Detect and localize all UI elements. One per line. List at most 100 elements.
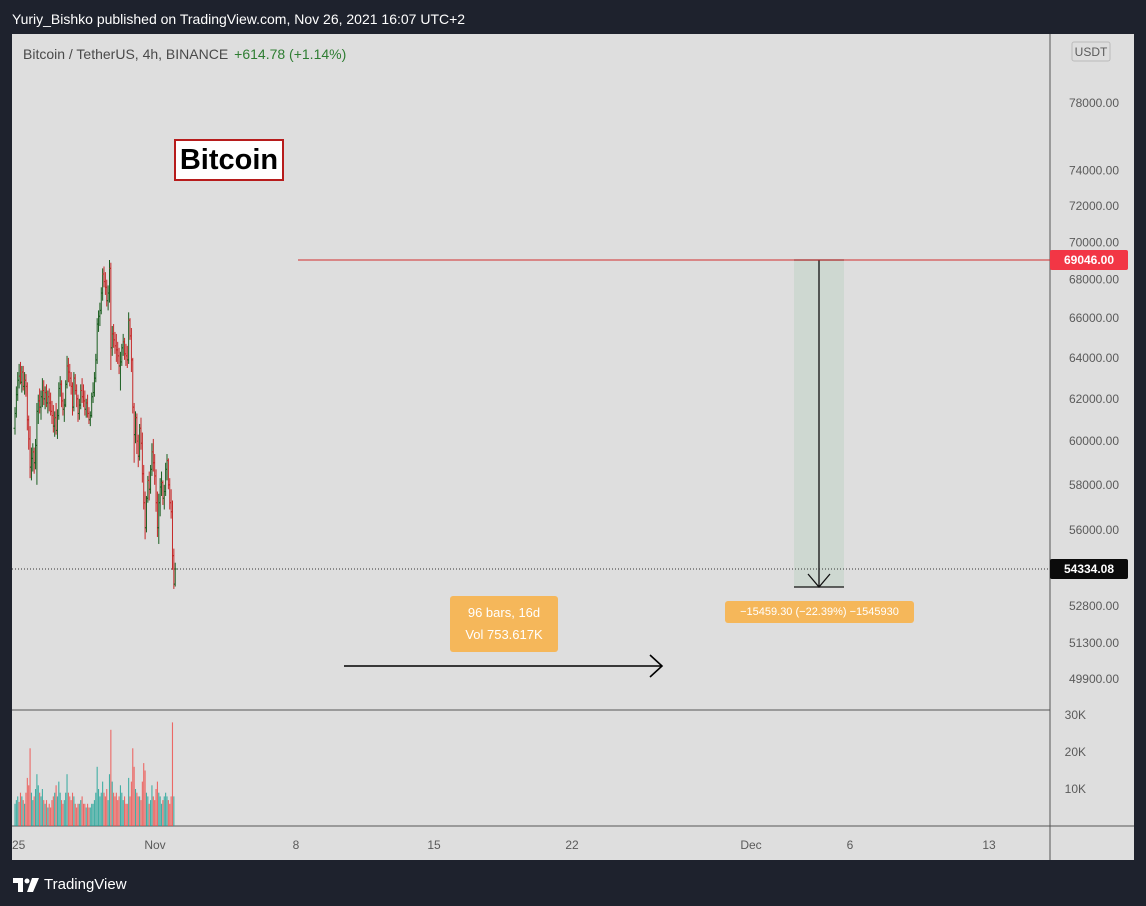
chart-pane[interactable]: 78000.00 74000.00 72000.00 70000.00 68000.00… [12,34,1134,860]
volume-bar [15,800,17,826]
time-tick-label: 13 [982,838,996,852]
volume-bar [115,792,117,826]
volume-bar [88,807,90,826]
volume-bar [80,800,82,826]
volume-bar [117,800,119,826]
price-change: +614.78 (+1.14%) [234,46,347,62]
volume-bar [24,803,26,826]
volume-bar [132,748,134,826]
price-tick-label: 58000.00 [1069,478,1119,492]
volume-bar [26,777,28,826]
volume-bar [87,803,89,826]
volume-bar [81,796,83,826]
volume-bar [165,792,167,826]
bitcoin-text-label[interactable]: Bitcoin [174,139,284,181]
volume-bar [30,792,32,826]
bars-range-info: 96 bars, 16d Vol 753.617K [450,596,558,652]
volume-bar [106,789,108,826]
volume-bar [43,800,45,826]
volume-bar [136,792,138,826]
volume-bar [152,796,154,826]
volume-bar [99,796,101,826]
volume-bar [47,807,49,826]
bars-volume: Vol 753.617K [465,627,543,642]
volume-bar [130,781,132,826]
volume-bar [82,803,85,826]
volume-bar [103,792,105,826]
price-tick-label: 74000.00 [1069,164,1119,178]
volume-bar [122,800,124,826]
tradingview-logo-icon [13,877,39,892]
volume-bar [133,766,135,826]
symbol-header[interactable]: Bitcoin / TetherUS, 4h, BINANCE +614.78 (… [23,46,346,62]
volume-bar [71,792,74,826]
volume-tick-label: 10K [1065,782,1086,796]
price-tick-label: 70000.00 [1069,235,1119,249]
price-tick-label: 78000.00 [1069,96,1119,110]
time-tick-label: 6 [847,838,854,852]
volume-bar [95,792,97,826]
volume-bar [126,803,128,826]
volume-bar [144,770,146,826]
volume-bar [69,796,71,826]
volume-bar [74,803,76,826]
volume-bar [108,774,111,826]
volume-bar [110,729,112,826]
volume-bar [29,748,31,826]
volume-bar [111,781,113,826]
volume-bar [160,803,163,826]
volume-bar [107,800,109,826]
volume-bar [41,789,43,826]
volume-bar [150,800,152,826]
volume-bar [73,796,75,826]
volume-bar [22,800,24,826]
volume-bar [97,789,100,826]
volume-bar [85,807,87,826]
volume-bar [163,796,165,826]
volume-bar [37,785,39,826]
volume-bar [119,785,121,826]
price-tick-label: 49900.00 [1069,672,1119,686]
volume-bar [154,800,156,826]
volume-bar [65,792,67,826]
price-tick-label: 62000.00 [1069,392,1119,406]
volume-bar [118,796,120,826]
volume-bar [100,792,102,826]
volume-bar [14,803,16,826]
volume-bar [156,781,158,826]
volume-bar [76,807,78,826]
volume-bar [70,800,72,826]
bars-count: 96 bars, 16d [467,605,541,620]
volume-bar [84,803,86,826]
volume-bar [173,796,175,826]
volume-bar [61,800,63,826]
price-tick-label: 52800.00 [1069,599,1119,613]
price-tick-label: 60000.00 [1069,434,1119,448]
volume-bar [36,774,38,826]
volume-bar [51,800,53,826]
time-tick-label: 15 [427,838,441,852]
volume-bar [44,803,46,826]
volume-bar [102,781,104,826]
time-tick-label: 8 [293,838,300,852]
volume-bar [39,792,41,826]
volume-bar [171,722,174,826]
time-tick-label: 22 [565,838,579,852]
volume-bar [139,796,141,826]
volume-bar [58,781,60,826]
ohlc-bar [173,562,177,587]
volume-bar [50,807,52,826]
volume-bar [104,796,106,826]
chart-canvas[interactable]: 78000.00 74000.00 72000.00 70000.00 68000.00… [12,34,1134,860]
volume-bar [92,803,94,826]
volume-bar [155,789,157,826]
volume-tick-label: 20K [1065,745,1086,759]
time-tick-label: Dec [740,838,761,852]
volume-bar [147,796,149,826]
tradingview-logo[interactable]: TradingView [13,876,127,893]
volume-bar [55,785,57,826]
time-range-arrow-head [649,654,664,678]
volume-bar [48,803,50,826]
volume-bar [54,792,56,826]
volume-bar [166,796,168,826]
